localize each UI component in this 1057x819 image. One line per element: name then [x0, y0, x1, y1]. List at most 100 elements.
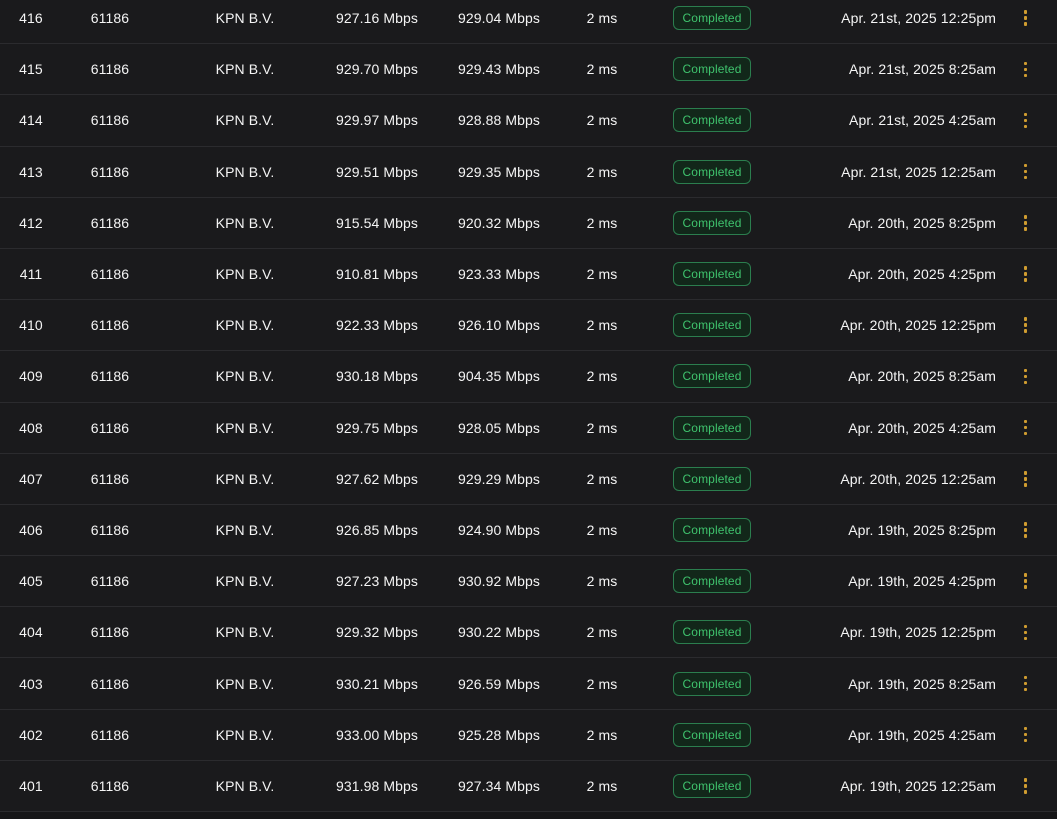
row-actions-button[interactable]: [1017, 312, 1035, 338]
result-id: 410: [19, 317, 43, 334]
isp-name: KPN B.V.: [215, 624, 275, 641]
timestamp: Apr. 19th, 2025 4:25pm: [848, 573, 996, 590]
status-badge: Completed: [672, 364, 752, 389]
vertical-dots-icon: [1023, 163, 1028, 180]
ping-value: 2 ms: [586, 317, 618, 334]
status-badge: Completed: [672, 57, 752, 82]
actions-cell: [1002, 671, 1057, 697]
table-row[interactable]: 401 61186 KPN B.V. 931.98 Mbps 927.34 Mb…: [0, 760, 1057, 812]
ping-value: 2 ms: [586, 624, 618, 641]
table-row[interactable]: 406 61186 KPN B.V. 926.85 Mbps 924.90 Mb…: [0, 504, 1057, 557]
row-actions-button[interactable]: [1017, 671, 1035, 697]
ping-value: 2 ms: [586, 112, 618, 129]
vertical-dots-icon: [1023, 573, 1028, 589]
asn-number: 61186: [90, 624, 130, 641]
download-speed: 933.00 Mbps: [335, 726, 419, 743]
row-actions-button[interactable]: [1017, 722, 1035, 748]
ping-value: 2 ms: [586, 214, 618, 231]
table-row[interactable]: 415 61186 KPN B.V. 929.70 Mbps 929.43 Mb…: [0, 44, 1057, 96]
table-row[interactable]: 409 61186 KPN B.V. 930.18 Mbps 904.35 Mb…: [0, 351, 1057, 403]
table-row[interactable]: 416 61186 KPN B.V. 927.16 Mbps 929.04 Mb…: [0, 0, 1057, 45]
table-row[interactable]: 404 61186 KPN B.V. 929.32 Mbps 930.22 Mb…: [0, 607, 1057, 659]
row-actions-button[interactable]: [1017, 159, 1035, 185]
actions-cell: [1002, 620, 1057, 646]
row-actions-button[interactable]: [1017, 261, 1035, 287]
actions-cell: [1002, 312, 1057, 338]
row-actions-button[interactable]: [1017, 364, 1035, 390]
status-badge: Completed: [672, 569, 752, 594]
isp-name: KPN B.V.: [215, 470, 275, 487]
row-actions-button[interactable]: [1017, 620, 1035, 646]
download-speed: 929.75 Mbps: [335, 419, 419, 436]
table-row[interactable]: 402 61186 KPN B.V. 933.00 Mbps 925.28 Mb…: [0, 709, 1057, 761]
vertical-dots-icon: [1023, 471, 1028, 487]
table-row[interactable]: 410 61186 KPN B.V. 922.33 Mbps 926.10 Mb…: [0, 300, 1057, 352]
timestamp: Apr. 21st, 2025 12:25pm: [841, 10, 996, 27]
row-actions-button[interactable]: [1017, 773, 1035, 799]
upload-speed: 928.05 Mbps: [457, 419, 541, 436]
timestamp: Apr. 19th, 2025 4:25am: [848, 726, 996, 743]
isp-name: KPN B.V.: [215, 368, 275, 385]
timestamp: Apr. 20th, 2025 4:25pm: [848, 266, 996, 283]
result-id: 405: [19, 573, 43, 590]
table-row[interactable]: 408 61186 KPN B.V. 929.75 Mbps 928.05 Mb…: [0, 402, 1057, 454]
status-badge: Completed: [672, 620, 752, 645]
download-speed: 927.62 Mbps: [335, 470, 419, 487]
row-actions-button[interactable]: [1017, 415, 1035, 441]
table-row[interactable]: 405 61186 KPN B.V. 927.23 Mbps 930.92 Mb…: [0, 556, 1057, 608]
vertical-dots-icon: [1023, 215, 1028, 231]
isp-name: KPN B.V.: [215, 10, 275, 27]
vertical-dots-icon: [1023, 10, 1028, 26]
table-row[interactable]: 413 61186 KPN B.V. 929.51 Mbps 929.35 Mb…: [0, 146, 1057, 198]
row-actions-button[interactable]: [1017, 466, 1035, 492]
download-speed: 927.23 Mbps: [335, 573, 419, 590]
status-badge: Completed: [672, 313, 752, 338]
isp-name: KPN B.V.: [215, 163, 275, 180]
ping-value: 2 ms: [586, 266, 618, 283]
download-speed: 929.32 Mbps: [335, 624, 419, 641]
status-cell: Completed: [628, 108, 796, 133]
upload-speed: 930.92 Mbps: [457, 573, 541, 590]
table-row[interactable]: 412 61186 KPN B.V. 915.54 Mbps 920.32 Mb…: [0, 197, 1057, 249]
row-actions-button[interactable]: [1017, 5, 1035, 31]
row-actions-button[interactable]: [1017, 108, 1035, 134]
status-cell: Completed: [628, 364, 796, 389]
asn-number: 61186: [90, 419, 130, 436]
download-speed: 915.54 Mbps: [335, 214, 419, 231]
isp-name: KPN B.V.: [215, 317, 275, 334]
asn-number: 61186: [90, 777, 130, 794]
table-row[interactable]: 411 61186 KPN B.V. 910.81 Mbps 923.33 Mb…: [0, 248, 1057, 301]
upload-speed: 929.43 Mbps: [457, 61, 541, 78]
table-row[interactable]: 414 61186 KPN B.V. 929.97 Mbps 928.88 Mb…: [0, 95, 1057, 147]
status-cell: Completed: [628, 262, 796, 287]
status-badge: Completed: [672, 722, 752, 747]
result-id: 406: [19, 521, 43, 538]
asn-number: 61186: [90, 61, 130, 78]
actions-cell: [1002, 159, 1057, 185]
download-speed: 931.98 Mbps: [335, 777, 419, 794]
row-actions-button[interactable]: [1017, 517, 1035, 543]
asn-number: 61186: [90, 266, 130, 283]
table-row[interactable]: 403 61186 KPN B.V. 930.21 Mbps 926.59 Mb…: [0, 658, 1057, 710]
vertical-dots-icon: [1023, 61, 1028, 78]
upload-speed: 929.35 Mbps: [457, 163, 541, 180]
row-actions-button[interactable]: [1017, 568, 1035, 594]
status-cell: Completed: [628, 159, 796, 184]
upload-speed: 929.29 Mbps: [457, 470, 541, 487]
status-badge: Completed: [672, 6, 752, 31]
result-id: 409: [19, 368, 43, 385]
table-row[interactable]: 407 61186 KPN B.V. 927.62 Mbps 929.29 Mb…: [0, 453, 1057, 505]
actions-cell: [1002, 57, 1057, 83]
result-id: 402: [19, 726, 43, 743]
actions-cell: [1002, 5, 1057, 31]
download-speed: 926.85 Mbps: [335, 521, 419, 538]
result-id: 414: [19, 112, 43, 129]
asn-number: 61186: [90, 726, 130, 743]
result-id: 412: [19, 214, 43, 231]
download-speed: 929.51 Mbps: [335, 163, 419, 180]
row-actions-button[interactable]: [1017, 210, 1035, 236]
row-actions-button[interactable]: [1017, 57, 1035, 83]
status-badge: Completed: [672, 415, 752, 440]
upload-speed: 923.33 Mbps: [457, 266, 541, 283]
status-cell: Completed: [628, 773, 796, 798]
